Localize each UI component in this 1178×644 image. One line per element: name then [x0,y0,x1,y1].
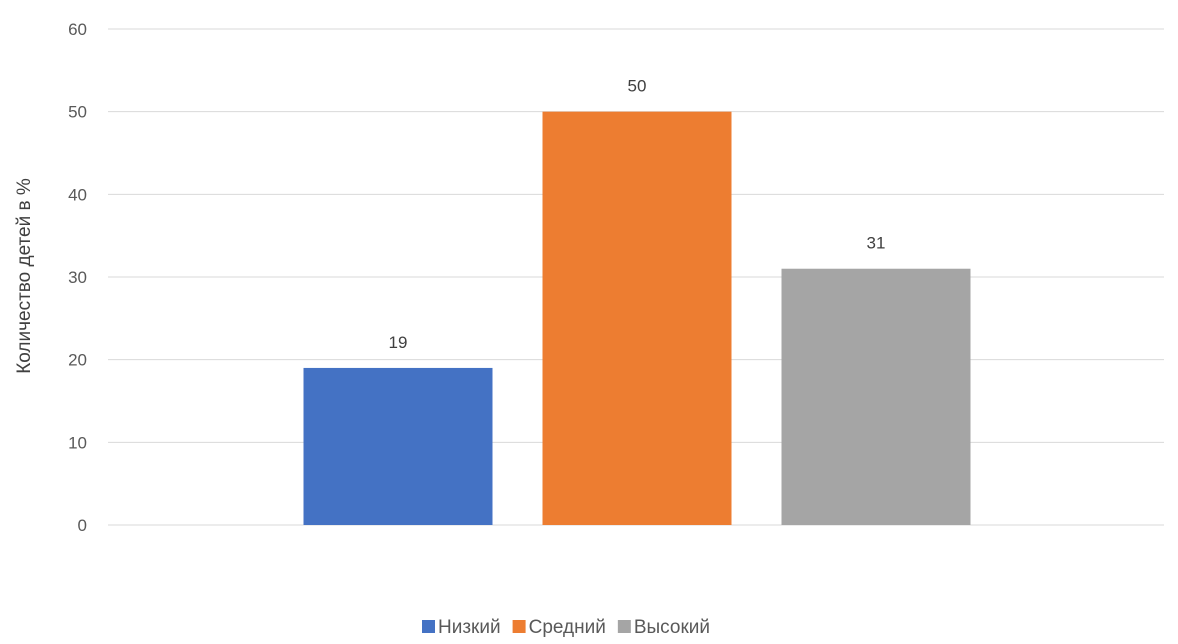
y-tick-label: 20 [68,351,87,370]
y-tick-label: 30 [68,268,87,287]
legend-label: Средний [529,617,606,638]
legend-swatch [512,620,526,633]
y-tick-label: 60 [68,20,87,39]
bar-2 [542,111,732,526]
bar-1 [303,367,493,525]
bar-3 [781,268,971,525]
legend-swatch [422,620,435,633]
data-label: 19 [389,333,408,352]
data-labels: 19 50 31 [389,77,886,352]
y-tick-label: 50 [68,103,87,122]
legend-label: Низкий [438,617,501,638]
y-tick-label: 10 [68,433,87,452]
data-label: 50 [628,77,647,96]
bars [303,111,971,526]
y-tick-label: 40 [68,185,87,204]
data-label: 31 [867,234,886,253]
y-axis-ticks: 0 10 20 30 40 50 60 [68,20,87,535]
y-tick-label: 0 [78,516,87,535]
y-axis-title: Количество детей в % [14,178,35,374]
legend-swatch [617,620,631,633]
legend-label: Высокий [634,617,710,638]
legend: Низкий Средний Высокий [422,617,710,638]
